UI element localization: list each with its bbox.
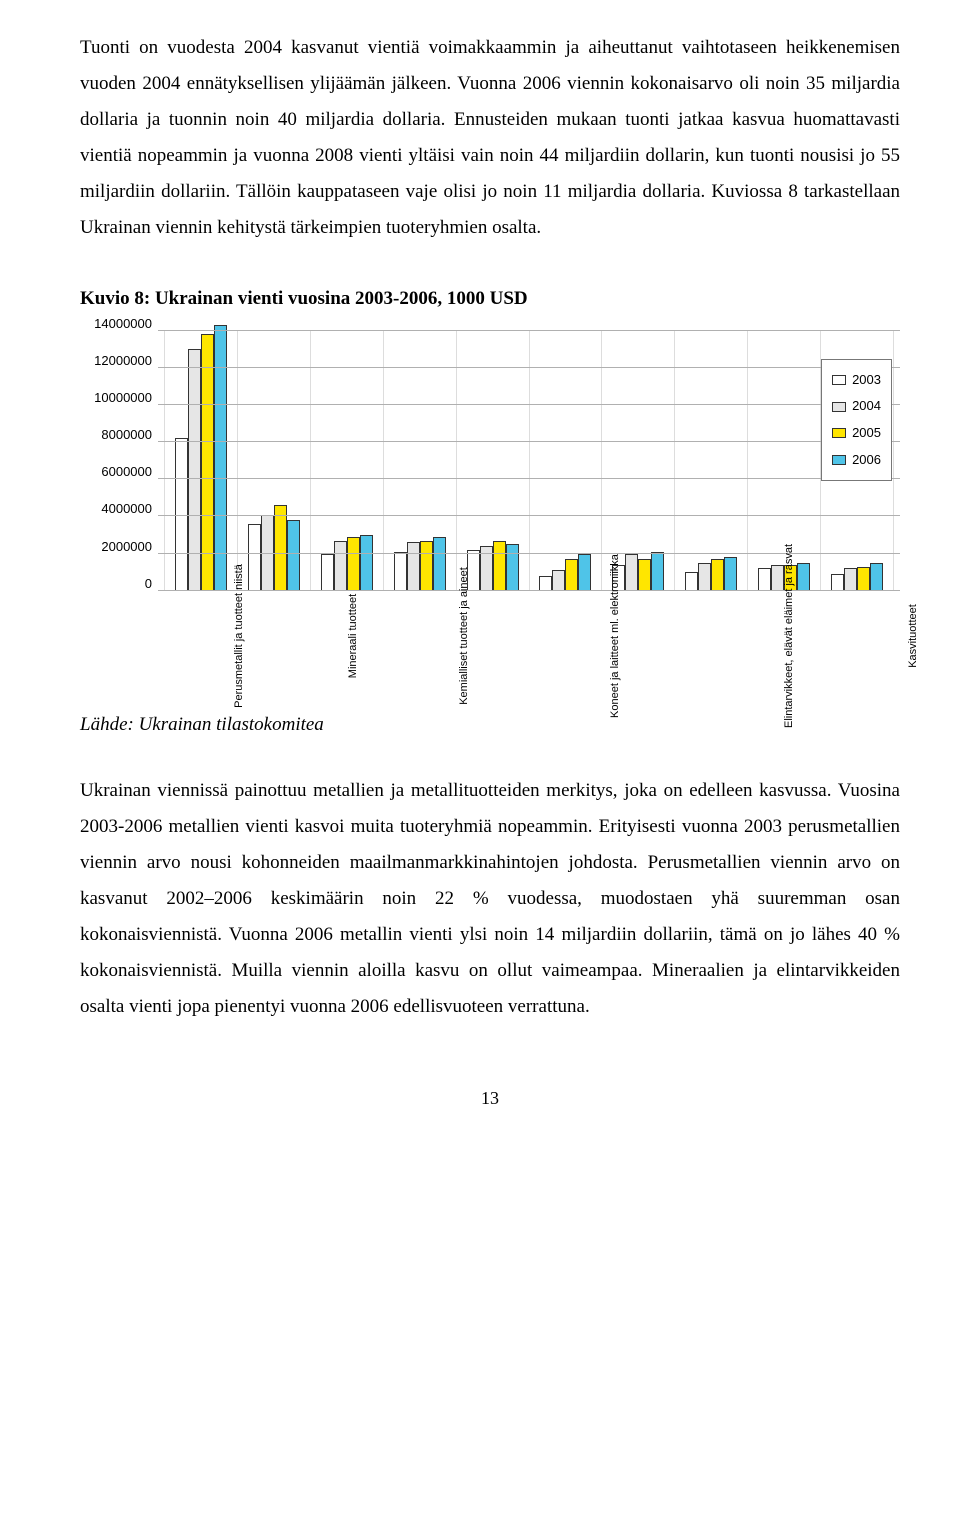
bar [638,559,651,591]
legend-label: 2005 [852,421,881,446]
bar [651,552,664,591]
bar [214,325,227,591]
legend-label: 2004 [852,394,881,419]
legend-swatch [832,428,846,438]
gridline [158,515,900,516]
bar [321,554,334,591]
bar [248,524,261,591]
bar [347,537,360,591]
bar [758,568,771,590]
chart-container: 0200000040000006000000800000010000000120… [80,331,900,671]
x-label: Kemialliset tuotteet ja aineet [454,567,468,705]
legend: 2003200420052006 [821,359,892,482]
legend-row: 2004 [832,394,881,419]
bar [287,520,300,591]
legend-label: 2003 [852,368,881,393]
legend-row: 2006 [832,448,881,473]
x-label: Elintarvikkeet, elävät eläimet ja rasvat [779,544,793,728]
bar [857,567,870,591]
bar [711,559,724,591]
bar [552,570,565,590]
legend-row: 2005 [832,421,881,446]
bar [578,554,591,591]
page-number: 13 [80,1081,900,1115]
x-label: Mineraali tuotteet [343,593,357,677]
x-label: Koneet ja laitteet ml. elektroniikka [605,554,619,718]
bar [493,541,506,591]
legend-row: 2003 [832,368,881,393]
bar [844,568,857,590]
gridline [158,330,900,331]
bar [831,574,844,591]
bar [698,563,711,591]
gridline [158,441,900,442]
bar [433,537,446,591]
x-label: Kasvituotteet [902,604,916,668]
bar [625,554,638,591]
gridline [158,367,900,368]
chart-source: Lähde: Ukrainan tilastokomitea [80,707,900,743]
x-label: Perusmetallit ja tuotteet niistä [229,564,243,708]
y-axis: 0200000040000006000000800000010000000120… [80,324,158,584]
bar [870,563,883,591]
bar [420,541,433,591]
bar-chart: 0200000040000006000000800000010000000120… [80,331,900,671]
bar [685,572,698,591]
legend-swatch [832,402,846,412]
gridline [158,478,900,479]
legend-label: 2006 [852,448,881,473]
paragraph-1: Tuonti on vuodesta 2004 kasvanut vientiä… [80,30,900,247]
bar [394,552,407,591]
legend-swatch [832,455,846,465]
bar [274,505,287,590]
bar [334,541,347,591]
bar [539,576,552,591]
bar [565,559,578,591]
bar [360,535,373,591]
gridline [158,404,900,405]
legend-swatch [832,375,846,385]
bar [724,557,737,590]
bar [506,544,519,590]
bar [407,542,420,590]
bar [188,349,201,590]
chart-title: Kuvio 8: Ukrainan vienti vuosina 2003-20… [80,281,900,317]
paragraph-2: Ukrainan viennissä painottuu metallien j… [80,773,900,1026]
bar [797,563,810,591]
x-axis-labels: Perusmetallit ja tuotteet niistäMineraal… [158,593,900,607]
